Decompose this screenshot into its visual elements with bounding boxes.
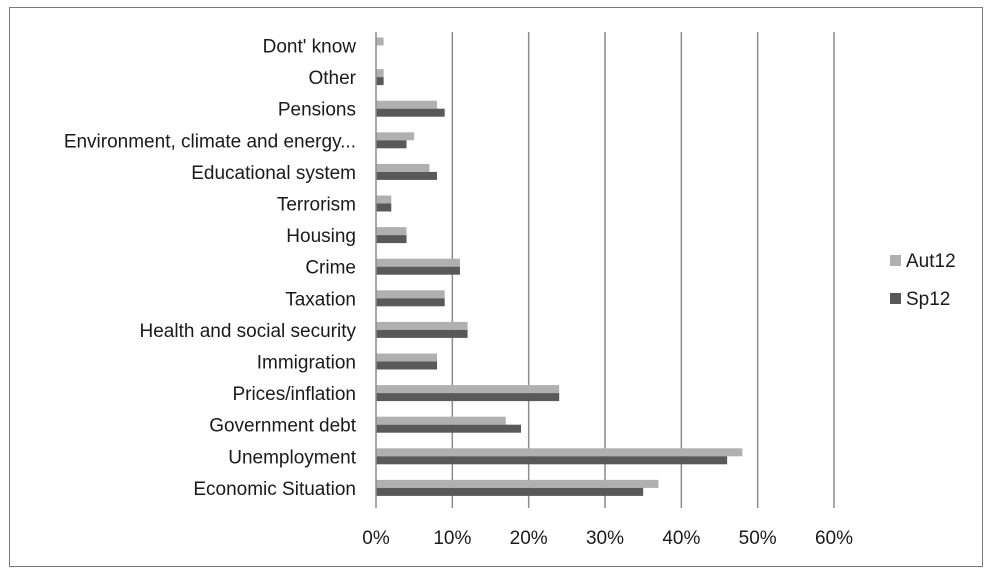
x-tick-label: 10% (433, 528, 471, 549)
bar-sp12-12 (376, 424, 522, 433)
bar-aut12-14 (376, 479, 659, 488)
bar-aut12-6 (376, 227, 407, 236)
bar-aut12-7 (376, 258, 460, 267)
category-label: Educational system (191, 163, 356, 184)
bar-aut12-13 (376, 448, 743, 457)
category-label: Unemployment (228, 447, 356, 468)
bar-aut12-11 (376, 385, 560, 394)
bar-sp12-4 (376, 171, 438, 180)
bar-aut12-9 (376, 321, 468, 330)
bar-aut12-8 (376, 290, 445, 299)
category-labels: Dont' know Other Pensions Environment, clim… (64, 37, 357, 500)
bar-sp12-1 (376, 77, 384, 86)
category-label: Crime (305, 258, 356, 279)
bar-sp12-8 (376, 298, 445, 307)
category-label: Government debt (209, 416, 357, 437)
x-tick-labels: 0% 10% 20% 30% 40% 50% 60% (362, 528, 853, 549)
chart-canvas: Dont' know Other Pensions Environment, clim… (64, 32, 956, 549)
bar-sp12-7 (376, 266, 460, 275)
x-tick-label: 60% (815, 528, 853, 549)
bar-sp12-11 (376, 393, 560, 402)
bars (376, 37, 743, 496)
category-label: Health and social security (140, 321, 357, 342)
bar-sp12-14 (376, 487, 644, 496)
bar-sp12-3 (376, 140, 407, 149)
legend-label-aut12: Aut12 (906, 251, 956, 272)
bar-aut12-5 (376, 195, 392, 204)
bar-aut12-3 (376, 132, 415, 141)
bar-aut12-0 (376, 37, 384, 46)
category-label: Terrorism (277, 195, 356, 216)
bar-sp12-10 (376, 361, 438, 370)
gridlines (451, 32, 835, 508)
bar-aut12-1 (376, 69, 384, 78)
category-label: Taxation (285, 289, 356, 310)
category-label: Economic Situation (193, 479, 356, 500)
x-tick-label: 0% (362, 528, 390, 549)
category-label: Housing (286, 226, 356, 247)
x-tick-label: 40% (662, 528, 700, 549)
legend-label-sp12: Sp12 (906, 289, 950, 310)
bar-sp12-13 (376, 456, 728, 465)
chart-frame: Dont' know Other Pensions Environment, clim… (9, 7, 983, 567)
bar-sp12-6 (376, 235, 407, 244)
bar-aut12-4 (376, 163, 430, 172)
bar-aut12-2 (376, 100, 438, 109)
category-label: Environment, climate and energy... (64, 131, 356, 152)
x-tick-label: 30% (586, 528, 624, 549)
category-label: Immigration (257, 353, 356, 374)
x-tick-label: 20% (510, 528, 548, 549)
bar-sp12-2 (376, 108, 445, 117)
category-label: Pensions (278, 100, 356, 121)
legend-swatch-sp12 (890, 293, 901, 304)
x-tick-label: 50% (739, 528, 777, 549)
category-label: Prices/inflation (232, 384, 356, 405)
category-label: Other (308, 68, 356, 89)
category-label: Dont' know (263, 37, 357, 58)
bar-sp12-5 (376, 203, 392, 212)
bar-aut12-10 (376, 353, 438, 362)
bar-sp12-9 (376, 329, 468, 338)
legend: Aut12 Sp12 (890, 251, 956, 310)
legend-swatch-aut12 (890, 255, 901, 266)
bar-aut12-12 (376, 416, 506, 425)
